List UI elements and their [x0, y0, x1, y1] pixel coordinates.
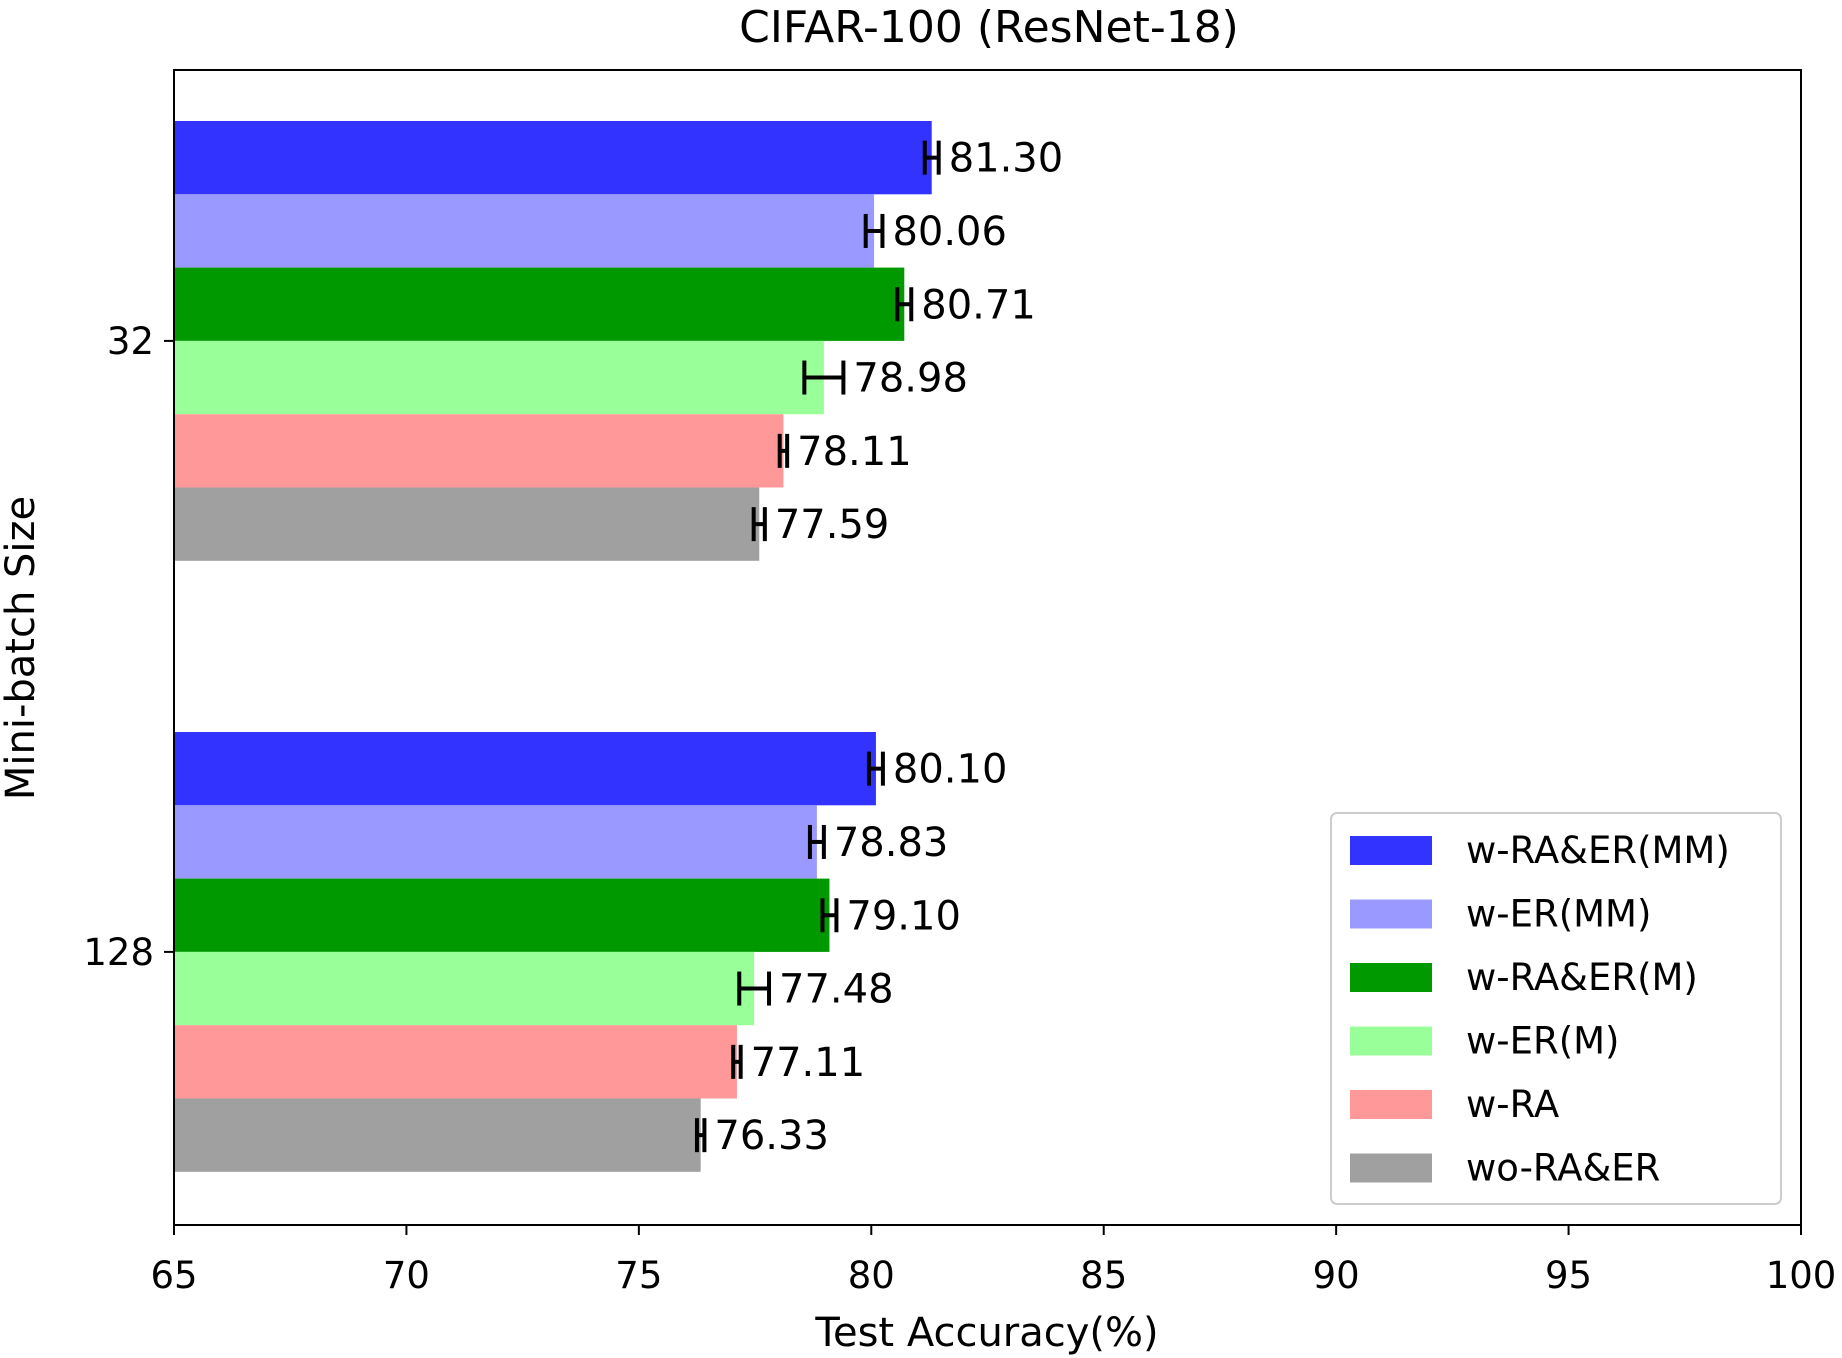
legend-swatch-w-ER(M): [1350, 1026, 1432, 1056]
chart-title: CIFAR-100 (ResNet-18): [739, 2, 1239, 53]
x-axis-label: Test Accuracy(%): [814, 1310, 1158, 1356]
x-tick-label-85: 85: [1080, 1254, 1127, 1297]
error-bar-wo-RA&ER-128: [694, 1118, 707, 1153]
legend-swatch-w-RA&ER(MM): [1350, 836, 1432, 865]
bar-w-RA&ER(M)-32: [174, 267, 905, 341]
plot-frame: [173, 69, 1802, 1226]
legend-label-w-ER(MM): w-ER(MM): [1466, 893, 1651, 936]
value-label-w-RA-128: 77.11: [751, 1040, 866, 1086]
error-bar-w-RA-128: [731, 1044, 743, 1079]
value-label-w-RA&ER(MM)-32: 81.30: [949, 136, 1064, 182]
value-label-w-ER(MM)-32: 80.06: [892, 209, 1007, 255]
bar-w-ER(MM)-32: [174, 194, 875, 268]
error-bar-w-ER(M)-32: [802, 360, 846, 395]
x-tick-label-90: 90: [1313, 1254, 1360, 1297]
bar-wo-RA&ER-128: [174, 1098, 701, 1172]
bars-layer: 81.30 80.10 80.06 78.83 80.71 79.10 78.98 77.48…: [174, 121, 1063, 1172]
legend-swatch-wo-RA&ER: [1350, 1153, 1432, 1183]
error-bar-w-RA&ER(M)-128: [820, 898, 839, 933]
y-tick-label-128: 128: [83, 931, 154, 974]
legend-swatch-w-RA&ER(M): [1350, 963, 1432, 992]
error-bar-w-ER(MM)-32: [863, 213, 885, 248]
y-axis: 32 128: [83, 320, 174, 974]
bar-w-RA-128: [174, 1025, 737, 1099]
error-bar-w-RA&ER(M)-32: [895, 287, 914, 322]
x-tick-label-70: 70: [383, 1254, 430, 1297]
legend-label-w-RA&ER(M): w-RA&ER(M): [1466, 956, 1698, 999]
legend: w-RA&ER(MM) w-ER(MM) w-RA&ER(M) w-ER(M) w-RA…: [1330, 812, 1782, 1205]
legend-swatch-w-RA: [1350, 1090, 1432, 1119]
x-tick-label-80: 80: [848, 1254, 895, 1297]
error-bar-w-RA-32: [777, 433, 790, 468]
bar-w-ER(M)-32: [174, 340, 824, 415]
bar-w-RA-32: [174, 414, 784, 488]
error-bar-w-RA&ER(MM)-128: [866, 751, 885, 786]
legend-label-w-RA&ER(MM): w-RA&ER(MM): [1466, 829, 1730, 872]
x-tick-label-75: 75: [615, 1254, 662, 1297]
bar-wo-RA&ER-32: [174, 487, 760, 561]
bar-w-RA&ER(MM)-32: [174, 121, 932, 195]
error-bar-w-RA&ER(MM)-32: [922, 140, 941, 175]
value-label-wo-RA&ER-128: 76.33: [714, 1113, 829, 1159]
value-label-w-RA-32: 78.11: [797, 429, 912, 475]
legend-label-wo-RA&ER: wo-RA&ER: [1466, 1147, 1660, 1190]
error-bar-w-ER(M)-128: [737, 971, 772, 1006]
value-label-w-ER(MM)-128: 78.83: [834, 820, 949, 866]
value-label-w-RA&ER(M)-128: 79.10: [846, 893, 961, 939]
value-label-wo-RA&ER-32: 77.59: [775, 502, 890, 548]
value-label-w-ER(M)-32: 78.98: [853, 356, 968, 402]
y-tick-label-32: 32: [107, 320, 154, 363]
legend-label-w-ER(M): w-ER(M): [1466, 1020, 1620, 1063]
value-label-w-RA&ER(MM)-128: 80.10: [893, 747, 1008, 793]
y-axis-label: Mini-batch Size: [0, 496, 44, 800]
legend-swatch-w-ER(MM): [1350, 899, 1432, 929]
legend-label-w-RA: w-RA: [1466, 1083, 1559, 1126]
value-label-w-RA&ER(M)-32: 80.71: [921, 282, 1036, 328]
error-bar-w-ER(MM)-128: [807, 824, 826, 859]
legend-frame: [1330, 812, 1782, 1205]
x-tick-label-65: 65: [150, 1254, 197, 1297]
value-label-w-ER(M)-128: 77.48: [779, 967, 894, 1013]
bar-w-ER(M)-128: [174, 951, 755, 1026]
error-bar-wo-RA&ER-32: [751, 507, 767, 542]
x-tick-label-95: 95: [1545, 1254, 1592, 1297]
bar-w-RA&ER(MM)-128: [174, 732, 876, 806]
bar-w-RA&ER(M)-128: [174, 878, 830, 952]
bar-w-ER(MM)-128: [174, 805, 817, 879]
x-tick-label-100: 100: [1766, 1254, 1837, 1297]
x-axis: 65 70 75 80 85 90 95 100: [150, 1225, 1836, 1297]
